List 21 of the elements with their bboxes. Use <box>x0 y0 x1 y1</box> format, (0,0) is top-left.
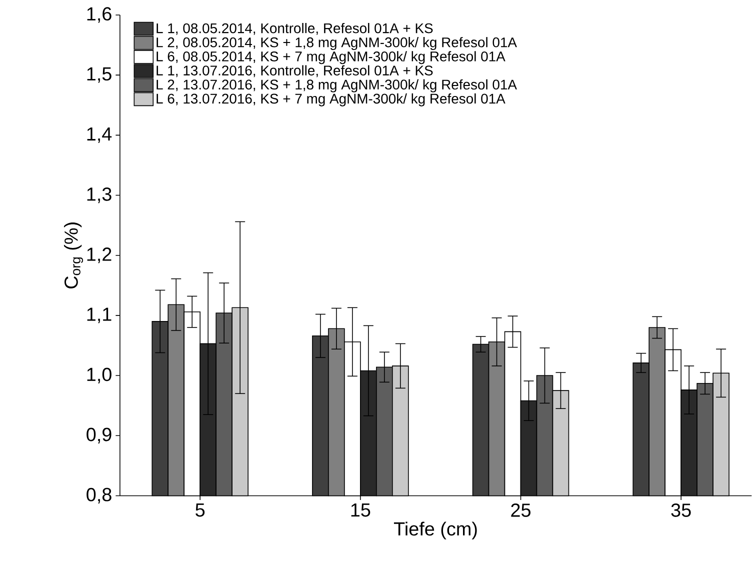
legend-label: L 1, 13.07.2016, Kontrolle, Refesol 01A + KS <box>156 65 433 78</box>
y-axis-title: C$_{org}$ (%) <box>64 222 84 289</box>
legend-label: L 2, 13.07.2016, KS + 1,8 mg AgNM-300k/ kg Refesol 01A <box>156 79 517 92</box>
legend-label: L 6, 13.07.2016, KS + 7 mg AgNM-300k/ kg Refesol 01A <box>156 94 506 107</box>
x-tick-label: 25 <box>511 504 530 518</box>
y-tick-label: 1,6 <box>87 7 112 23</box>
x-tick-label: 15 <box>351 504 370 517</box>
y-tick-label: 1,4 <box>87 128 112 144</box>
x-axis-title: Tiefe (cm) <box>394 522 477 540</box>
y-tick-label: 1,3 <box>87 188 112 204</box>
y-tick-label: 1,1 <box>87 308 112 324</box>
legend-label: L 2, 08.05.2014, KS + 1,8 mg AgNM-300k/ kg Refesol 01A <box>156 37 517 50</box>
y-tick-label: 1,0 <box>87 368 112 384</box>
y-tick-label: 1,5 <box>87 68 112 83</box>
legend-label: L 1, 08.05.2014, Kontrolle, Refesol 01A + KS <box>156 23 433 36</box>
x-tick-label: 35 <box>671 504 691 518</box>
y-tick-label: 0,9 <box>86 428 112 444</box>
legend-label: L 6, 08.05.2014, KS + 7 mg AgNM-300k/ kg Refesol 01A <box>156 51 506 64</box>
y-tick-label: 0,8 <box>86 488 112 504</box>
x-tick-label: 5 <box>196 504 205 517</box>
y-tick-label: 1,2 <box>87 248 112 264</box>
